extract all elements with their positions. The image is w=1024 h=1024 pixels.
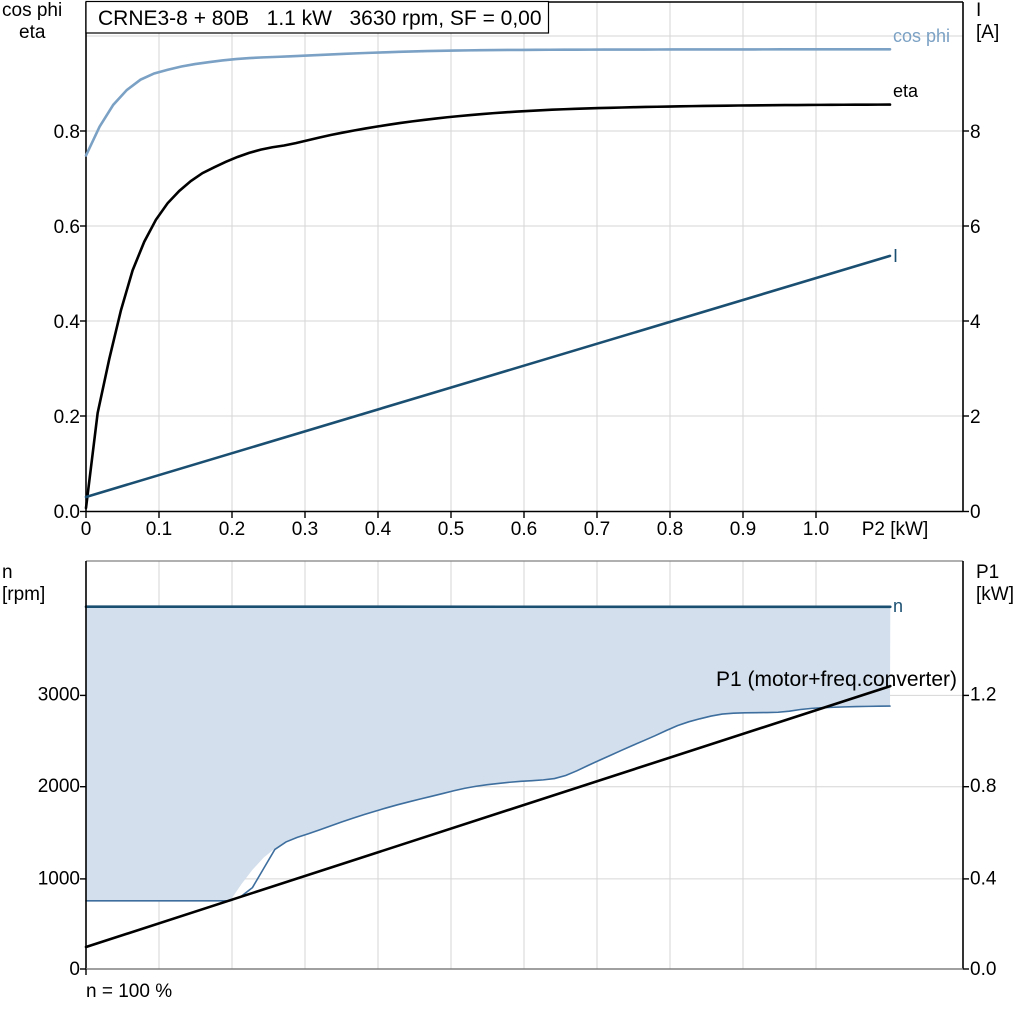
svg-text:0.8: 0.8: [657, 519, 683, 540]
svg-text:1000: 1000: [38, 869, 80, 890]
svg-text:2: 2: [970, 407, 981, 428]
svg-text:1.2: 1.2: [970, 685, 996, 706]
svg-text:1.0: 1.0: [803, 519, 829, 540]
svg-text:CRNE3-8 + 80B 1.1 kW 3630: CRNE3-8 + 80B 1.1 kW 3630 rpm, SF = 0,00: [98, 7, 542, 30]
svg-text:0.7: 0.7: [584, 519, 610, 540]
svg-text:P2 [kW]: P2 [kW]: [862, 519, 929, 540]
svg-text:0.1: 0.1: [146, 519, 172, 540]
svg-text:P1: P1: [976, 562, 999, 583]
svg-text:[kW]: [kW]: [976, 584, 1014, 605]
svg-text:0.0: 0.0: [970, 959, 996, 980]
svg-text:0.0: 0.0: [54, 502, 80, 523]
svg-text:4: 4: [970, 312, 981, 333]
svg-text:0.2: 0.2: [54, 407, 80, 428]
svg-text:0.4: 0.4: [54, 312, 81, 333]
svg-text:0.6: 0.6: [54, 217, 80, 238]
svg-text:[rpm]: [rpm]: [2, 584, 45, 605]
svg-text:3000: 3000: [38, 685, 80, 706]
svg-text:eta: eta: [893, 81, 919, 101]
svg-text:n: n: [893, 596, 903, 616]
svg-text:P1 (motor+freq.converter): P1 (motor+freq.converter): [716, 668, 957, 691]
svg-text:0: 0: [81, 519, 92, 540]
svg-text:eta: eta: [19, 22, 46, 43]
svg-text:0.8: 0.8: [970, 776, 996, 797]
svg-text:I: I: [893, 246, 898, 266]
svg-text:n: n: [2, 562, 13, 583]
svg-text:0.8: 0.8: [54, 122, 80, 143]
svg-text:0: 0: [69, 959, 80, 980]
svg-text:0.6: 0.6: [511, 519, 537, 540]
svg-text:0.5: 0.5: [438, 519, 464, 540]
svg-text:0.2: 0.2: [219, 519, 245, 540]
svg-text:[A]: [A]: [976, 22, 999, 43]
svg-text:6: 6: [970, 217, 981, 238]
svg-text:2000: 2000: [38, 776, 80, 797]
svg-text:0.3: 0.3: [292, 519, 318, 540]
svg-text:0: 0: [970, 502, 981, 523]
svg-text:8: 8: [970, 122, 981, 143]
svg-text:0.4: 0.4: [365, 519, 392, 540]
svg-text:0.9: 0.9: [730, 519, 756, 540]
svg-text:cos phi: cos phi: [893, 26, 950, 46]
svg-text:cos phi: cos phi: [2, 0, 62, 21]
svg-text:I: I: [976, 0, 981, 21]
svg-text:0.4: 0.4: [970, 869, 997, 890]
svg-text:n = 100 %: n = 100 %: [86, 981, 172, 1002]
